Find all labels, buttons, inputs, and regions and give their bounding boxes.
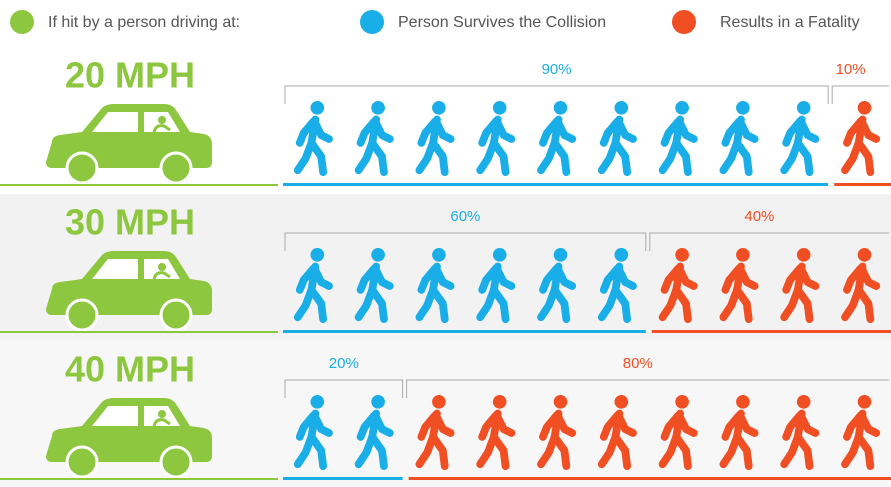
segment-bracket <box>284 232 647 251</box>
segment-label: 20% <box>329 355 359 372</box>
row: 20 MPH 90% 10% <box>0 55 891 186</box>
legend-swatch <box>360 10 384 34</box>
legend-label: Results in a Fatality <box>720 14 860 31</box>
segment-underline <box>834 183 891 186</box>
segment-underline <box>283 477 403 480</box>
legend-swatch <box>10 10 34 34</box>
rows: 20 MPH 90% 10% 30 MPH 60% 40% 40 MPH 20% 80% <box>0 55 891 480</box>
segment-underline <box>283 183 829 186</box>
segment-label: 10% <box>836 61 866 78</box>
segment-underline <box>283 330 646 333</box>
segment-label: 60% <box>450 208 480 225</box>
segment-bracket <box>831 85 889 104</box>
segment-bracket <box>649 232 889 251</box>
road-line <box>0 184 278 186</box>
row: 40 MPH 20% 80% <box>0 349 891 480</box>
legend-title: If hit by a person driving at: <box>48 14 240 31</box>
segment-label: 40% <box>744 208 774 225</box>
segment-bracket <box>284 379 404 398</box>
segment-label: 90% <box>542 61 572 78</box>
segment-underline <box>651 330 891 333</box>
row: 30 MPH 60% 40% <box>0 202 891 333</box>
segment-bracket <box>284 85 829 104</box>
category-label: 30 MPH <box>65 202 195 243</box>
segment-label: 80% <box>623 355 653 372</box>
category-label: 20 MPH <box>65 55 195 96</box>
legend: If hit by a person driving at: Person Sur… <box>10 10 860 34</box>
category-label: 40 MPH <box>65 349 195 390</box>
road-line <box>0 331 278 333</box>
segment-underline <box>408 477 891 480</box>
legend-swatch <box>672 10 696 34</box>
legend-label: Person Survives the Collision <box>398 14 606 31</box>
segment-bracket <box>406 379 889 398</box>
road-line <box>0 478 278 480</box>
